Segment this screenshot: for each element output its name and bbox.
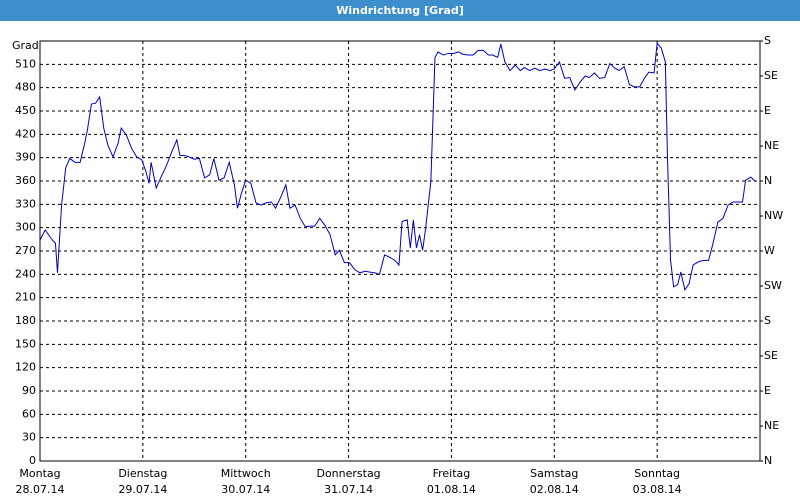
x-tick-date: 28.07.14 xyxy=(16,483,65,496)
y2-tick-label: NW xyxy=(764,209,783,222)
y2-tick-label: E xyxy=(764,384,771,397)
y-tick-label: 420 xyxy=(15,127,36,140)
y-tick-label: 300 xyxy=(15,221,36,234)
x-tick-label: Montag xyxy=(19,467,60,480)
x-tick-label: Samstag xyxy=(530,467,578,480)
y-tick-label: 270 xyxy=(15,244,36,257)
y2-tick-label: SE xyxy=(764,349,778,362)
x-tick-date: 01.08.14 xyxy=(427,483,476,496)
x-tick-date: 02.08.14 xyxy=(530,483,579,496)
y2-tick-label: S xyxy=(764,34,771,47)
x-tick-date: 03.08.14 xyxy=(633,483,682,496)
title-bar xyxy=(0,0,800,21)
x-tick-label: Mittwoch xyxy=(221,467,271,480)
x-tick-label: Dienstag xyxy=(118,467,167,480)
x-tick-date: 30.07.14 xyxy=(221,483,270,496)
y-tick-label: 510 xyxy=(15,57,36,70)
y2-tick-label: W xyxy=(764,244,775,257)
data-line xyxy=(39,42,757,292)
y2-tick-label: SE xyxy=(764,69,778,82)
y-tick-label: 210 xyxy=(15,291,36,304)
y-tick-label: 150 xyxy=(15,337,36,350)
y2-tick-label: NE xyxy=(764,419,779,432)
y-tick-label: 0 xyxy=(29,454,36,467)
x-tick-date: 29.07.14 xyxy=(118,483,167,496)
y2-tick-label: N xyxy=(764,454,772,467)
x-tick-label: Donnerstag xyxy=(316,467,380,480)
y2-tick-label: N xyxy=(764,174,772,187)
x-tick-label: Sonntag xyxy=(634,467,680,480)
x-tick-date: 31.07.14 xyxy=(324,483,373,496)
y2-tick-label: S xyxy=(764,314,771,327)
y2-tick-label: NE xyxy=(764,139,779,152)
y-axis-label: Grad xyxy=(12,39,39,52)
plot-frame xyxy=(39,40,761,462)
y-tick-label: 330 xyxy=(15,197,36,210)
y2-tick-label: E xyxy=(764,104,771,117)
y-tick-label: 480 xyxy=(15,81,36,94)
y-tick-label: 360 xyxy=(15,174,36,187)
y-tick-label: 180 xyxy=(15,314,36,327)
y-tick-label: 30 xyxy=(22,431,36,444)
y-tick-label: 120 xyxy=(15,361,36,374)
chart-title: Windrichtung [Grad] xyxy=(336,4,464,17)
y-tick-label: 240 xyxy=(15,267,36,280)
y-tick-label: 450 xyxy=(15,104,36,117)
y-tick-label: 390 xyxy=(15,151,36,164)
y2-tick-label: SW xyxy=(764,279,782,292)
y-tick-label: 60 xyxy=(22,407,36,420)
y-tick-label: 90 xyxy=(22,384,36,397)
x-tick-label: Freitag xyxy=(433,467,471,480)
